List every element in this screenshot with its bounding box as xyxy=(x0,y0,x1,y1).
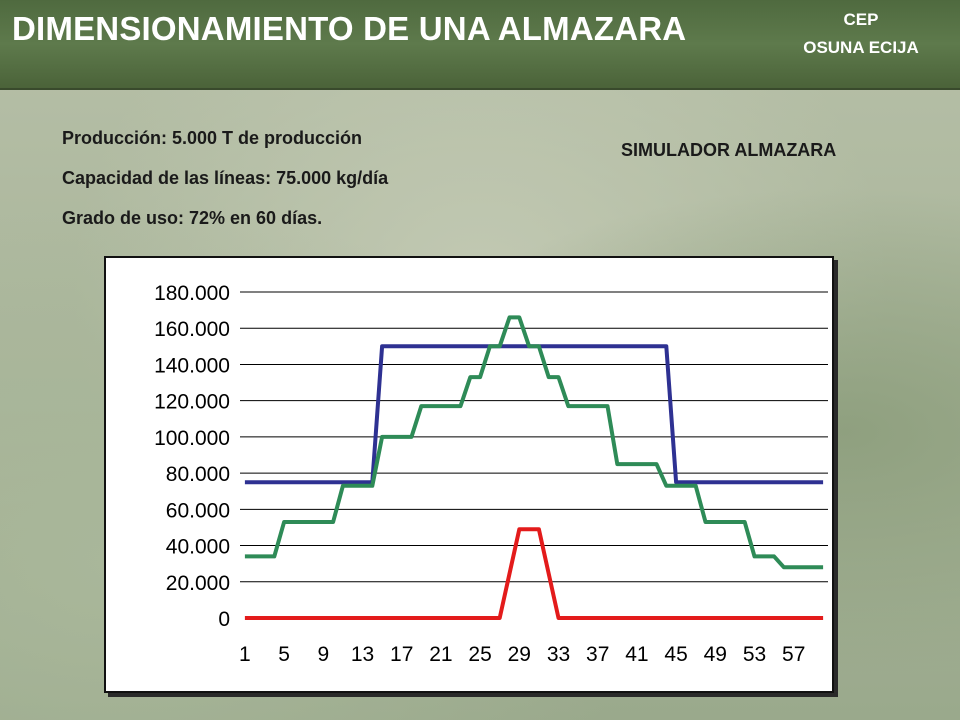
y-tick-label: 160.000 xyxy=(154,318,230,341)
x-tick-label: 25 xyxy=(468,643,491,666)
y-tick-label: 100.000 xyxy=(154,427,230,450)
line-chart: 0 20.000 40.000 60.000 80.000 100.000 120.000 1… xyxy=(154,282,828,666)
info-block: Producción: 5.000 T de producción Capaci… xyxy=(62,118,388,238)
usage-text: Grado de uso: 72% en 60 días. xyxy=(62,208,323,228)
series-line-2 xyxy=(244,315,824,570)
y-tick-label: 40.000 xyxy=(166,536,230,559)
x-tick-label: 57 xyxy=(782,643,805,666)
x-tick-label: 17 xyxy=(390,643,413,666)
y-tick-label: 180.000 xyxy=(154,282,230,305)
simulator-label: SIMULADOR ALMAZARA xyxy=(621,140,837,160)
y-tick-label: 0 xyxy=(218,608,230,631)
x-tick-label: 53 xyxy=(743,643,766,666)
organization-label: CEP OSUNA ECIJA xyxy=(776,6,946,62)
page-title: DIMENSIONAMIENTO DE UNA ALMAZARA xyxy=(12,10,687,47)
header-band: DIMENSIONAMIENTO DE UNA ALMAZARA CEP OSU… xyxy=(0,0,960,90)
capacity-text: Capacidad de las líneas: 75.000 kg/día xyxy=(62,168,389,188)
chart-panel: 0 20.000 40.000 60.000 80.000 100.000 120.000 1… xyxy=(104,256,834,693)
x-tick-label: 33 xyxy=(547,643,570,666)
x-tick-label: 37 xyxy=(586,643,609,666)
y-tick-label: 140.000 xyxy=(154,354,230,377)
x-tick-label: 41 xyxy=(625,643,648,666)
x-tick-label: 9 xyxy=(317,643,329,666)
x-tick-label: 29 xyxy=(508,643,531,666)
x-tick-label: 13 xyxy=(351,643,374,666)
series-line-3 xyxy=(244,527,824,620)
x-tick-label: 5 xyxy=(278,643,290,666)
org-line-2: OSUNA ECIJA xyxy=(803,38,919,57)
y-tick-label: 60.000 xyxy=(166,499,230,522)
y-tick-label: 80.000 xyxy=(166,463,230,486)
x-tick-label: 45 xyxy=(664,643,687,666)
y-tick-label: 20.000 xyxy=(166,572,230,595)
y-tick-label: 120.000 xyxy=(154,391,230,414)
x-tick-label: 1 xyxy=(239,643,251,666)
series-line-1 xyxy=(244,344,824,485)
production-text: Producción: 5.000 T de producción xyxy=(62,128,363,148)
org-line-1: CEP xyxy=(843,10,879,29)
x-tick-label: 49 xyxy=(704,643,727,666)
x-tick-label: 21 xyxy=(429,643,452,666)
